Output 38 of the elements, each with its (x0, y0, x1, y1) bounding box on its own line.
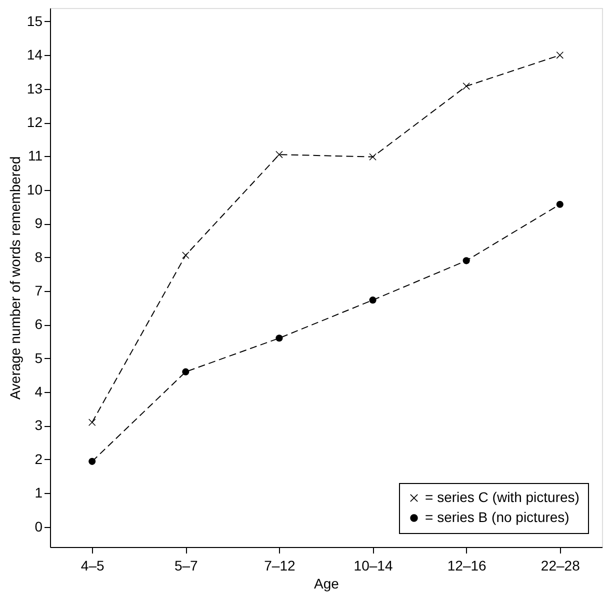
point (462, 257, 470, 264)
legend-label: = series C (with pictures) (425, 489, 580, 505)
x-tick-label: 10–14 (354, 558, 393, 574)
y-axis-title: Average number of words remembered (6, 156, 23, 400)
y-tick-label: 8 (34, 248, 43, 265)
y-tick-label: 3 (34, 417, 43, 434)
legend-label: = series B (no pictures) (425, 509, 570, 525)
y-tick-label: 15 (26, 12, 43, 29)
y-tick-label: 4 (34, 384, 43, 400)
y-tick-label: 10 (26, 181, 43, 198)
point (182, 368, 190, 376)
point (556, 52, 564, 59)
y-tick-label: 7 (34, 282, 43, 298)
y-tick-label: 12 (26, 114, 43, 130)
point (182, 252, 190, 259)
x-tick-label: 7–12 (264, 558, 296, 574)
y-tick-label: 5 (34, 350, 43, 366)
y-tick-label: 6 (34, 316, 43, 332)
y-tick-label: 11 (28, 148, 43, 164)
y-tick-label: 1 (34, 484, 43, 501)
x-tick-label: 12–16 (447, 558, 487, 574)
point (369, 153, 376, 160)
y-tick-label: 0 (34, 518, 43, 534)
y-tick-label: 2 (34, 450, 43, 467)
point (88, 418, 96, 426)
point (276, 334, 283, 342)
x-tick-label: 22–28 (540, 558, 580, 574)
point (369, 296, 376, 304)
y-tick-label: 13 (26, 80, 43, 96)
x-tick-label: 5–7 (174, 558, 198, 574)
point (88, 458, 96, 465)
x-tick-label: 4–5 (80, 558, 104, 574)
point (462, 82, 470, 90)
point (556, 200, 564, 208)
y-tick-label: 14 (26, 46, 43, 63)
point (276, 151, 283, 158)
x-axis-title: Age (314, 576, 340, 592)
y-tick-label: 9 (34, 215, 43, 232)
